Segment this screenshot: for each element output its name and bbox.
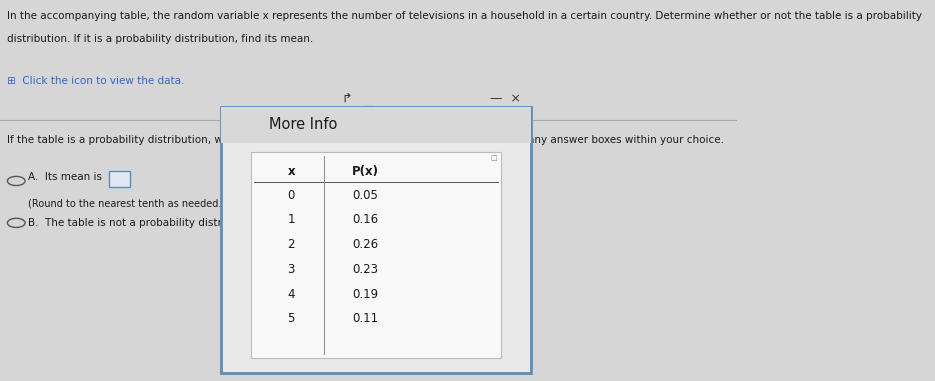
Text: More Info: More Info	[269, 117, 338, 132]
FancyBboxPatch shape	[109, 171, 130, 187]
Text: 0.11: 0.11	[352, 312, 378, 325]
Text: 0.05: 0.05	[352, 189, 378, 202]
Text: P(x): P(x)	[352, 165, 379, 178]
Text: —  ×: — ×	[490, 92, 521, 105]
Text: If the table is a probability distribution, what is its mean? Select the correct: If the table is a probability distributi…	[7, 135, 725, 145]
Text: 4: 4	[288, 288, 295, 301]
Text: 1: 1	[288, 213, 295, 226]
Text: x: x	[287, 165, 295, 178]
Text: 0: 0	[288, 189, 295, 202]
Text: 3: 3	[288, 263, 295, 276]
Text: In the accompanying table, the random variable x represents the number of televi: In the accompanying table, the random va…	[7, 11, 922, 21]
Text: 0.19: 0.19	[352, 288, 378, 301]
FancyBboxPatch shape	[251, 152, 501, 358]
Text: 5: 5	[288, 312, 295, 325]
Text: □: □	[490, 155, 497, 162]
Text: 0.23: 0.23	[352, 263, 378, 276]
Text: A.  Its mean is: A. Its mean is	[28, 172, 102, 182]
Text: 0.16: 0.16	[352, 213, 378, 226]
Text: B.  The table is not a probability distribution.: B. The table is not a probability distri…	[28, 218, 262, 228]
Text: ...: ...	[365, 108, 373, 117]
FancyBboxPatch shape	[222, 107, 531, 143]
Text: 0.26: 0.26	[352, 238, 378, 251]
Text: ⊞  Click the icon to view the data.: ⊞ Click the icon to view the data.	[7, 76, 185, 86]
Text: (Round to the nearest tenth as needed.): (Round to the nearest tenth as needed.)	[28, 199, 225, 209]
Text: ↱: ↱	[341, 92, 352, 105]
FancyBboxPatch shape	[222, 107, 531, 373]
Text: 2: 2	[288, 238, 295, 251]
Text: distribution. If it is a probability distribution, find its mean.: distribution. If it is a probability dis…	[7, 34, 313, 44]
